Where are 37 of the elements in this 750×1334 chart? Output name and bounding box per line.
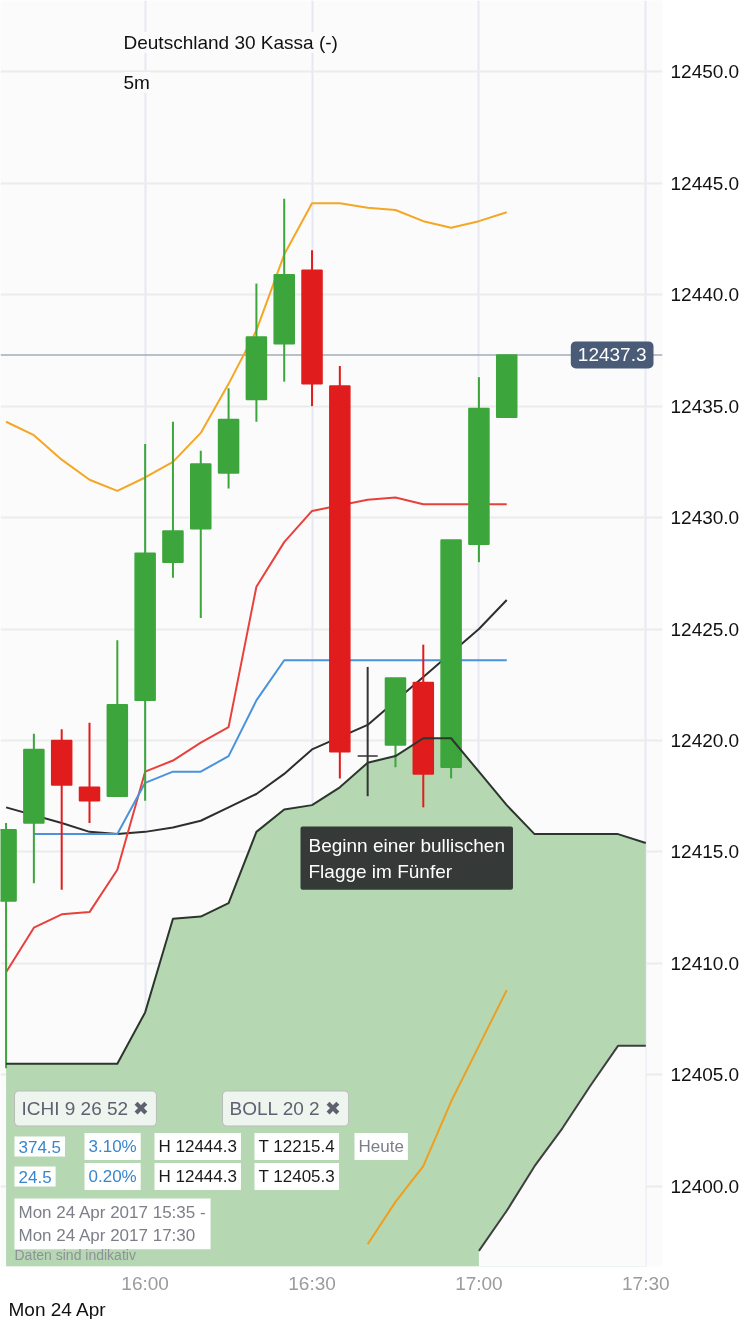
x-tick-label: 16:00 bbox=[121, 1272, 169, 1294]
y-tick-label: 12445.0 bbox=[670, 172, 740, 194]
line-series bbox=[5, 202, 508, 492]
x-tick-label: 16:30 bbox=[288, 1272, 336, 1294]
line-series bbox=[32, 659, 508, 836]
annotation: 374.5 bbox=[18, 1137, 62, 1157]
annotation: Beginn einer bullischen Flagge im Fünfer bbox=[308, 834, 505, 882]
y-tick-label: 12410.0 bbox=[670, 952, 740, 974]
annotation: BOLL 20 2 ✖ bbox=[229, 1098, 341, 1119]
y-tick-label: 12440.0 bbox=[670, 284, 740, 306]
y-tick-label: 12425.0 bbox=[670, 618, 740, 640]
annotation: H 12444.3 bbox=[158, 1167, 237, 1186]
ref-line-label: 12437.3 bbox=[577, 344, 647, 366]
x-tick-label: 17:00 bbox=[455, 1272, 503, 1294]
y-tick-label: 12450.0 bbox=[670, 61, 740, 83]
y-tick-label: 12405.0 bbox=[670, 1064, 740, 1086]
annotation: Mon 24 Apr 2017 15:35 - Mon 24 Apr 2017 17:30 bbox=[18, 1202, 206, 1246]
x-axis-title: Mon 24 Apr bbox=[8, 1298, 107, 1320]
line-series bbox=[5, 496, 508, 974]
annotation: T 12215.4 bbox=[258, 1137, 335, 1156]
y-tick-label: 12435.0 bbox=[670, 395, 740, 417]
y-tick-label: 12415.0 bbox=[670, 841, 740, 863]
x-tick-label: 17:30 bbox=[622, 1272, 670, 1294]
annotation: ICHI 9 26 52 ✖ bbox=[21, 1098, 150, 1119]
annotation: 0.20% bbox=[88, 1167, 137, 1186]
annotation: Heute bbox=[358, 1137, 404, 1156]
annotation: Daten sind indikativ bbox=[14, 1246, 136, 1263]
annotation: 3.10% bbox=[88, 1137, 137, 1156]
text: 5m bbox=[123, 72, 150, 93]
annotation: T 12405.3 bbox=[258, 1167, 335, 1186]
y-tick-label: 12400.0 bbox=[670, 1175, 740, 1197]
candlestick bbox=[78, 721, 101, 824]
annotation: H 12444.3 bbox=[158, 1137, 237, 1156]
annotation: 24.5 bbox=[18, 1167, 52, 1187]
y-tick-label: 12420.0 bbox=[670, 729, 740, 751]
y-tick-label: 12430.0 bbox=[670, 507, 740, 529]
text: Deutschland 30 Kassa (-) bbox=[123, 32, 338, 53]
